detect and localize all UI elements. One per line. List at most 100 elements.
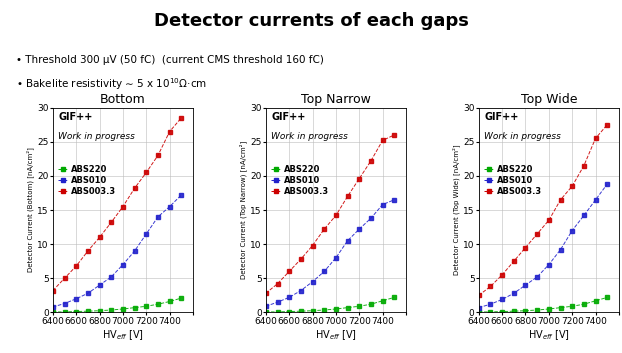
X-axis label: HV$_{eff}$ [V]: HV$_{eff}$ [V] [315, 328, 357, 342]
ABS220 [592, 299, 599, 303]
ABS003.3 [534, 232, 541, 236]
ABS010 [367, 216, 374, 220]
ABS003.3 [603, 122, 611, 127]
ABS220 [131, 305, 138, 310]
ABS010 [356, 227, 363, 231]
ABS220 [557, 305, 564, 310]
ABS010 [49, 305, 57, 309]
ABS220 [166, 299, 174, 304]
ABS220 [61, 310, 68, 314]
Text: Work in progress: Work in progress [271, 132, 348, 141]
Line: ABS220: ABS220 [477, 296, 609, 314]
ABS003.3 [592, 136, 599, 140]
ABS010 [603, 182, 611, 186]
Legend: ABS220, ABS010, ABS003.3: ABS220, ABS010, ABS003.3 [271, 165, 329, 196]
ABS003.3 [73, 264, 80, 268]
ABS220 [580, 302, 588, 306]
ABS220 [84, 309, 91, 313]
ABS010 [510, 291, 518, 295]
ABS220 [545, 307, 552, 311]
ABS010 [108, 275, 115, 279]
ABS220 [379, 299, 386, 303]
ABS010 [177, 193, 185, 197]
ABS010 [73, 297, 80, 301]
ABS010 [166, 204, 174, 209]
Y-axis label: Detector Current (Bottom) [nA/cm²]: Detector Current (Bottom) [nA/cm²] [27, 148, 34, 273]
Y-axis label: Detector Current (Top Narrow) [nA/cm²]: Detector Current (Top Narrow) [nA/cm²] [239, 141, 248, 279]
ABS003.3 [166, 130, 174, 134]
ABS220 [391, 295, 398, 299]
ABS220 [356, 304, 363, 309]
ABS003.3 [557, 198, 564, 202]
ABS220 [262, 310, 269, 314]
ABS003.3 [177, 116, 185, 120]
ABS003.3 [356, 176, 363, 181]
ABS220 [297, 309, 305, 313]
ABS003.3 [569, 184, 576, 188]
ABS010 [154, 215, 162, 219]
ABS220 [320, 308, 328, 312]
ABS010 [262, 304, 269, 309]
ABS003.3 [332, 213, 340, 217]
Text: Work in progress: Work in progress [58, 132, 136, 141]
ABS010 [534, 275, 541, 279]
Title: Bottom: Bottom [100, 94, 146, 107]
ABS220 [475, 310, 483, 314]
ABS010 [475, 305, 483, 310]
ABS010 [487, 302, 494, 306]
Legend: ABS220, ABS010, ABS003.3: ABS220, ABS010, ABS003.3 [58, 165, 116, 196]
Title: Top Wide: Top Wide [521, 94, 577, 107]
ABS010 [344, 239, 351, 243]
ABS220 [285, 310, 293, 314]
ABS010 [379, 203, 386, 207]
Text: GIF++: GIF++ [58, 112, 93, 122]
ABS003.3 [522, 245, 529, 250]
ABS010 [84, 291, 91, 295]
ABS220 [73, 310, 80, 314]
ABS003.3 [580, 163, 588, 168]
Text: • Threshold 300 μV (50 fC)  (current CMS threshold 160 fC): • Threshold 300 μV (50 fC) (current CMS … [16, 55, 323, 65]
Text: Work in progress: Work in progress [485, 132, 561, 141]
Line: ABS003.3: ABS003.3 [477, 123, 609, 297]
ABS003.3 [391, 133, 398, 137]
ABS003.3 [154, 153, 162, 157]
ABS003.3 [379, 138, 386, 143]
ABS010 [61, 301, 68, 306]
Line: ABS220: ABS220 [51, 296, 183, 314]
ABS010 [522, 283, 529, 287]
Line: ABS003.3: ABS003.3 [264, 133, 396, 295]
Line: ABS010: ABS010 [477, 183, 609, 309]
ABS003.3 [61, 276, 68, 280]
ABS010 [142, 232, 150, 236]
ABS003.3 [320, 227, 328, 231]
ABS220 [510, 309, 518, 313]
ABS220 [154, 302, 162, 306]
ABS220 [49, 310, 57, 314]
ABS010 [332, 256, 340, 260]
ABS010 [580, 213, 588, 217]
ABS003.3 [119, 204, 127, 209]
Text: • Bakelite resistivity ∼ 5 x 10$^{10}$Ω·cm: • Bakelite resistivity ∼ 5 x 10$^{10}$Ω·… [16, 76, 207, 92]
ABS220 [108, 308, 115, 312]
ABS010 [119, 263, 127, 267]
ABS003.3 [84, 249, 91, 253]
Line: ABS220: ABS220 [264, 296, 396, 314]
ABS003.3 [108, 220, 115, 225]
ABS003.3 [475, 293, 483, 298]
X-axis label: HV$_{eff}$ [V]: HV$_{eff}$ [V] [528, 328, 570, 342]
ABS010 [320, 269, 328, 274]
ABS010 [569, 228, 576, 233]
Text: GIF++: GIF++ [271, 112, 306, 122]
ABS220 [367, 302, 374, 306]
ABS003.3 [262, 291, 269, 295]
ABS010 [285, 295, 293, 299]
Y-axis label: Detector Current (Top Wide) [nA/cm²]: Detector Current (Top Wide) [nA/cm²] [453, 145, 460, 275]
ABS220 [498, 310, 506, 314]
ABS220 [96, 309, 103, 313]
Line: ABS003.3: ABS003.3 [51, 116, 183, 292]
ABS010 [545, 263, 552, 267]
X-axis label: HV$_{eff}$ [V]: HV$_{eff}$ [V] [102, 328, 144, 342]
ABS010 [131, 249, 138, 253]
Line: ABS010: ABS010 [51, 193, 183, 309]
ABS010 [498, 297, 506, 301]
